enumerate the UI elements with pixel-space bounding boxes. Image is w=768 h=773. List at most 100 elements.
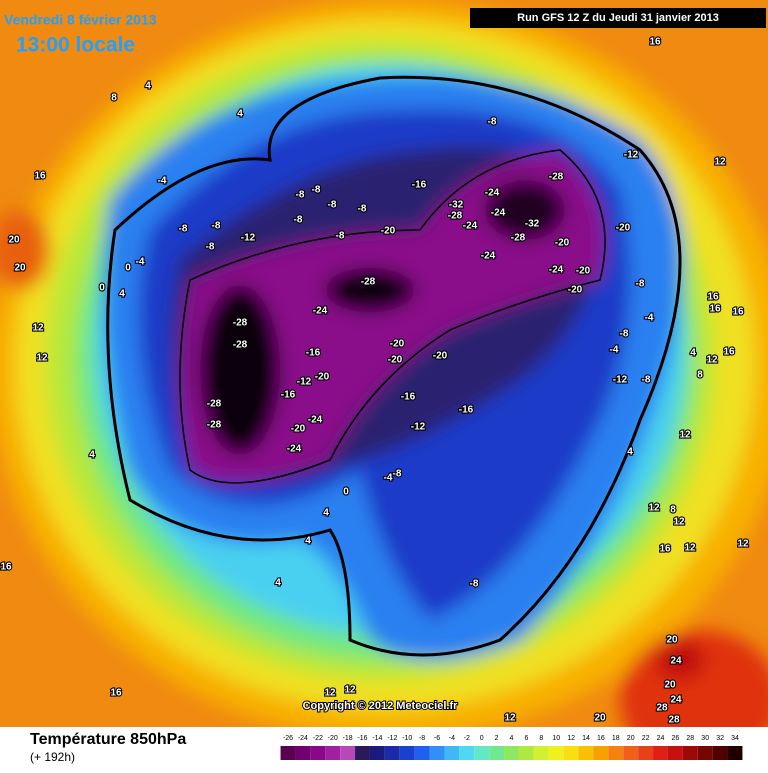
contour-label: 20 xyxy=(8,235,20,246)
scale-box xyxy=(593,746,609,760)
contour-label: 16 xyxy=(0,562,12,573)
scale-label: -24 xyxy=(298,735,308,742)
contour-label: -8 xyxy=(294,215,303,226)
contour-label: 4 xyxy=(275,578,281,589)
scale-label: 10 xyxy=(552,735,560,742)
contour-label: -20 xyxy=(388,355,403,366)
scale-box xyxy=(667,746,683,760)
contour-label: 4 xyxy=(119,289,125,300)
contour-label: -24 xyxy=(481,251,496,262)
contour-label: -20 xyxy=(315,372,330,383)
contour-label: 4 xyxy=(323,508,329,519)
scale-box xyxy=(444,746,460,760)
scale-box xyxy=(578,746,594,760)
contour-label: -12 xyxy=(297,377,312,388)
contour-label: -28 xyxy=(511,233,526,244)
contour-label: 16 xyxy=(732,307,744,318)
contour-label: -16 xyxy=(459,405,474,416)
contour-label: -28 xyxy=(361,277,376,288)
contour-label: -16 xyxy=(412,180,427,191)
contour-label: -20 xyxy=(576,266,591,277)
contour-label: -24 xyxy=(463,221,478,232)
scale-label: 16 xyxy=(597,735,605,742)
scale-label: 28 xyxy=(686,735,694,742)
copyright: Copyright © 2012 Meteociel.fr xyxy=(303,700,459,712)
scale-label: -14 xyxy=(372,735,382,742)
contour-label: -20 xyxy=(568,285,583,296)
scale-box xyxy=(325,746,341,760)
scale-box xyxy=(384,746,400,760)
scale-box xyxy=(548,746,564,760)
scale-label: -26 xyxy=(283,735,293,742)
contour-label: 20 xyxy=(14,263,26,274)
scale-box xyxy=(563,746,579,760)
scale-box xyxy=(459,746,475,760)
contour-label: -20 xyxy=(433,351,448,362)
contour-label: 4 xyxy=(237,109,243,120)
contour-label: -8 xyxy=(636,279,645,290)
contour-label: -28 xyxy=(233,318,248,329)
contour-labels: -28-28-28-28-28-24-20-20 -20-16-16-12-16-… xyxy=(0,36,750,727)
scale-box xyxy=(638,746,654,760)
contour-label: 12 xyxy=(684,543,696,554)
scale-box xyxy=(533,746,549,760)
contour-label: 12 xyxy=(324,688,336,699)
contour-label: 4 xyxy=(690,348,696,359)
contour-label: 16 xyxy=(110,688,122,699)
contour-label: -24 xyxy=(485,188,500,199)
contour-label: -8 xyxy=(336,231,345,242)
contour-label: -4 xyxy=(136,257,145,268)
contour-label: -20 xyxy=(616,223,631,234)
scale-label: -6 xyxy=(434,735,440,742)
contour-label: 12 xyxy=(344,685,356,696)
contour-label: 0 xyxy=(99,283,105,294)
run-info: Run GFS 12 Z du Jeudi 31 janvier 2013 xyxy=(517,12,719,24)
contour-label: 12 xyxy=(679,430,691,441)
contour-label: -12 xyxy=(241,233,256,244)
scale-label: 30 xyxy=(701,735,709,742)
contour-label: -8 xyxy=(328,200,337,211)
scale-label: 4 xyxy=(510,735,514,742)
contour-label: -32 xyxy=(525,219,540,230)
contour-label: -28 xyxy=(207,399,222,410)
scale-label: 0 xyxy=(480,735,484,742)
contour-label: -28 xyxy=(207,420,222,431)
contour-label: -12 xyxy=(613,375,628,386)
contour-label: -8 xyxy=(642,375,651,386)
forecast-date: Vendredi 8 février 2013 xyxy=(4,12,157,28)
scale-box xyxy=(429,746,445,760)
scale-box xyxy=(653,746,668,760)
contour-label: 20 xyxy=(594,713,606,724)
contour-label: -16 xyxy=(281,390,296,401)
scale-label: -22 xyxy=(313,735,323,742)
contour-label: 16 xyxy=(709,304,721,315)
contour-label: -8 xyxy=(312,185,321,196)
contour-label: 16 xyxy=(659,544,671,555)
scale-label: -2 xyxy=(464,735,470,742)
scale-label: 2 xyxy=(495,735,499,742)
contour-label: 4 xyxy=(627,447,633,458)
lead-time: (+ 192h) xyxy=(30,750,75,764)
contour-label: -8 xyxy=(358,204,367,215)
contour-label: -8 xyxy=(488,117,497,128)
contour-label: 28 xyxy=(656,703,668,714)
scale-label: 14 xyxy=(582,735,590,742)
contour-label: -24 xyxy=(313,306,328,317)
scale-label: 18 xyxy=(612,735,620,742)
contour-label: -8 xyxy=(393,469,402,480)
contour-label: 0 xyxy=(125,263,131,274)
contour-label: -8 xyxy=(179,224,188,235)
contour-label: -28 xyxy=(233,340,248,351)
scale-box xyxy=(355,746,370,760)
contour-label: -28 xyxy=(549,172,564,183)
contour-label: -16 xyxy=(401,392,416,403)
contour-label: -12 xyxy=(411,422,426,433)
scale-box xyxy=(280,746,296,760)
contour-label: 4 xyxy=(89,450,95,461)
scale-label: 32 xyxy=(716,735,724,742)
scale-label: -18 xyxy=(343,735,353,742)
scale-label: -16 xyxy=(357,735,367,742)
scale-label: -12 xyxy=(387,735,397,742)
scale-box xyxy=(474,746,490,760)
